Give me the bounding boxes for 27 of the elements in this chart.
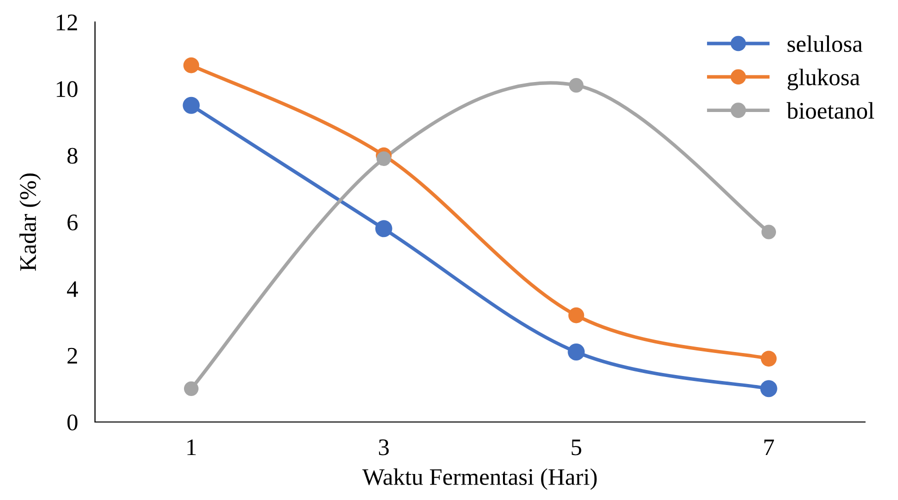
x-tick-label: 7 <box>764 440 774 456</box>
point <box>375 220 392 238</box>
point <box>568 343 585 361</box>
x-tick-label: 1 <box>187 439 196 456</box>
point <box>568 307 584 324</box>
y-tick-label: 10 <box>56 81 78 98</box>
point <box>761 224 776 240</box>
point <box>183 57 200 74</box>
x-axis-title: Waktu Fermentasi (Hari) <box>362 468 597 490</box>
y-tick-label: 8 <box>67 148 78 164</box>
legend-label: selulosa <box>788 35 862 52</box>
y-tick-label: 2 <box>68 348 78 364</box>
point <box>760 350 777 367</box>
y-tick-label: 0 <box>67 414 78 430</box>
point <box>760 380 778 398</box>
y-tick-label: 12 <box>56 14 78 30</box>
y-tick-label: 4 <box>66 281 78 297</box>
point <box>568 78 584 93</box>
legend-label: bioetanol <box>786 102 874 119</box>
x-tick-label: 5 <box>572 440 582 456</box>
legend-label: glukosa <box>788 68 860 90</box>
point <box>184 381 199 396</box>
y-tick-label: 6 <box>68 214 78 230</box>
point <box>376 151 392 166</box>
x-tick-label: 3 <box>378 439 389 456</box>
point <box>182 96 200 114</box>
y-axis-title: Kadar (%) <box>19 174 41 271</box>
